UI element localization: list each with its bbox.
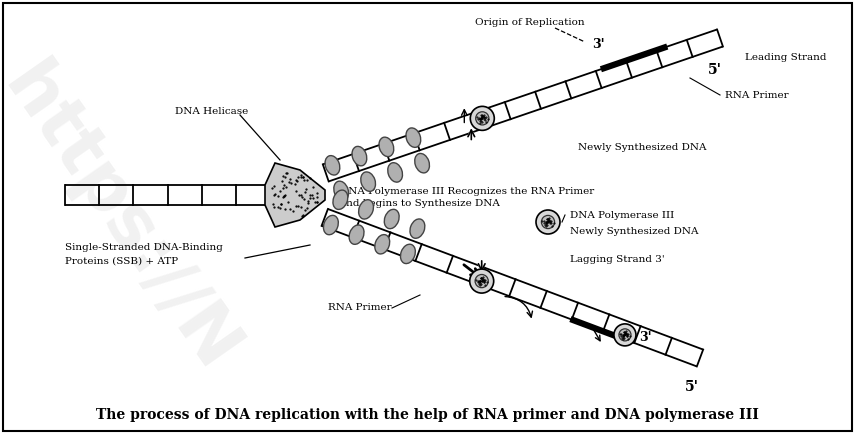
Ellipse shape: [374, 235, 390, 254]
Ellipse shape: [323, 215, 339, 235]
Text: DNA Helicase: DNA Helicase: [175, 108, 248, 116]
Ellipse shape: [358, 200, 374, 219]
Text: The process of DNA replication with the help of RNA primer and DNA polymerase II: The process of DNA replication with the …: [96, 408, 758, 422]
Text: 3': 3': [639, 332, 652, 345]
Text: DNA Polymerase III Recognizes the RNA Primer: DNA Polymerase III Recognizes the RNA Pr…: [340, 187, 594, 197]
Text: and begins to Synthesize DNA: and begins to Synthesize DNA: [340, 200, 500, 208]
Text: RNA Primer: RNA Primer: [725, 91, 788, 99]
Circle shape: [536, 210, 560, 234]
Circle shape: [475, 274, 488, 288]
Ellipse shape: [333, 181, 349, 201]
Text: 5': 5': [708, 63, 722, 77]
Ellipse shape: [415, 154, 429, 173]
Text: 3': 3': [592, 39, 604, 52]
Circle shape: [541, 215, 555, 229]
Circle shape: [614, 324, 636, 346]
Text: 5': 5': [685, 380, 699, 394]
Circle shape: [475, 112, 489, 125]
Text: Single-Stranded DNA-Binding: Single-Stranded DNA-Binding: [65, 243, 223, 253]
Text: RNA Primer: RNA Primer: [328, 303, 392, 312]
Text: Origin of Replication: Origin of Replication: [475, 18, 585, 27]
Ellipse shape: [361, 172, 375, 191]
Polygon shape: [265, 163, 325, 227]
Circle shape: [619, 329, 631, 341]
Ellipse shape: [349, 225, 364, 244]
Text: Leading Strand: Leading Strand: [745, 53, 827, 62]
Ellipse shape: [384, 209, 399, 229]
Ellipse shape: [388, 163, 403, 182]
Text: Lagging Strand 3': Lagging Strand 3': [570, 256, 664, 264]
Ellipse shape: [379, 137, 394, 157]
Ellipse shape: [352, 146, 367, 166]
Circle shape: [469, 269, 493, 293]
Ellipse shape: [325, 156, 339, 175]
Text: Newly Synthesized DNA: Newly Synthesized DNA: [578, 144, 706, 152]
Text: https://N: https://N: [0, 54, 251, 386]
Circle shape: [470, 106, 494, 130]
Text: Newly Synthesized DNA: Newly Synthesized DNA: [570, 227, 699, 237]
Ellipse shape: [333, 190, 348, 210]
Ellipse shape: [400, 244, 416, 263]
Text: Proteins (SSB) + ATP: Proteins (SSB) + ATP: [65, 256, 178, 266]
Ellipse shape: [410, 219, 425, 238]
Text: DNA Polymerase III: DNA Polymerase III: [570, 210, 675, 220]
Ellipse shape: [406, 128, 421, 148]
